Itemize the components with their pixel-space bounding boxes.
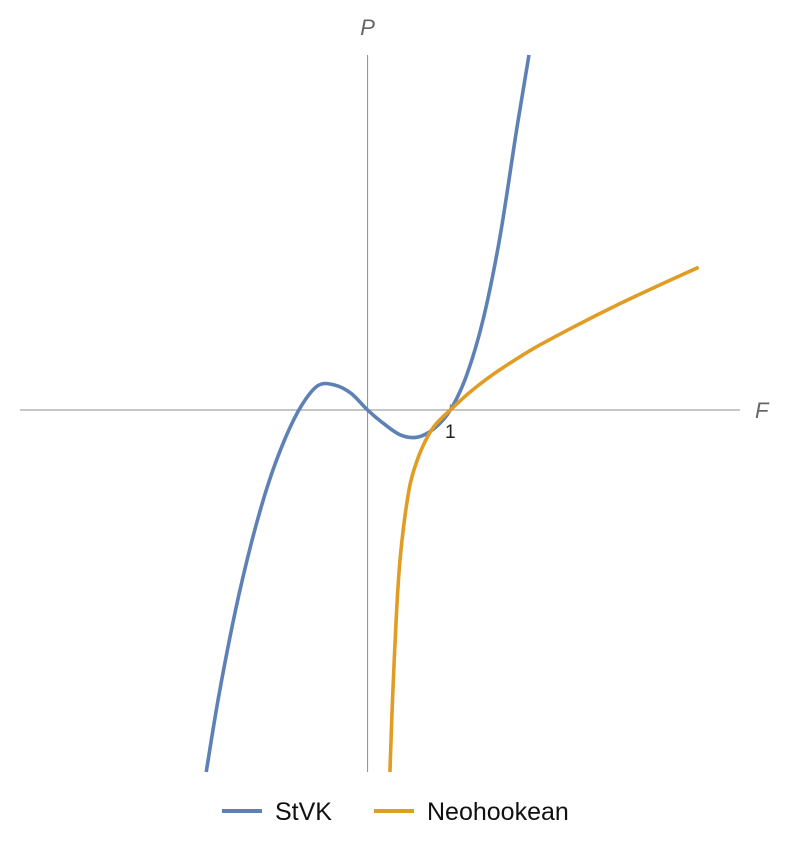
y-axis-label: P (360, 15, 375, 40)
legend-item-stvk: StVK (222, 798, 332, 826)
series-layer (204, 54, 700, 773)
x-tick-label: 1 (445, 422, 456, 443)
legend-item-neohookean: Neohookean (374, 798, 569, 826)
series-line-stvk (204, 54, 531, 773)
x-axis-label: F (755, 398, 770, 423)
legend-label-stvk: StVK (275, 798, 332, 826)
legend-label-neohookean: Neohookean (427, 798, 569, 826)
axes: F P 1 (20, 15, 770, 772)
series-line-neohookean (388, 265, 700, 773)
legend: StVK Neohookean (222, 798, 569, 826)
